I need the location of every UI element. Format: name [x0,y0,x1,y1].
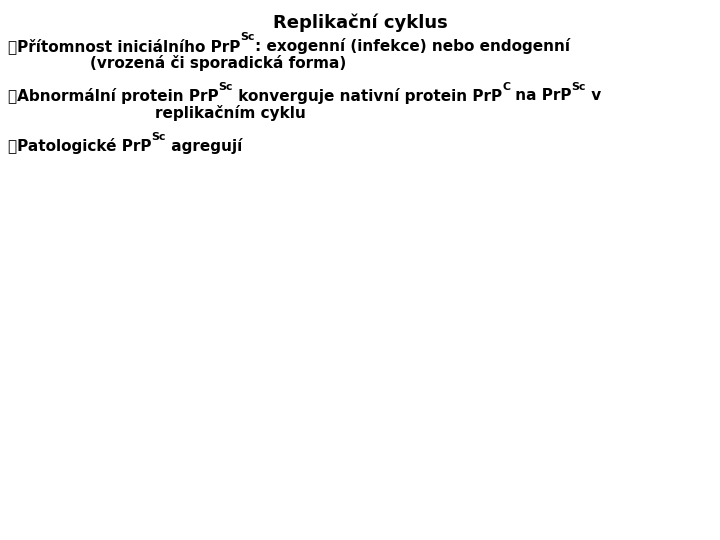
Text: C: C [502,82,510,92]
Text: Replikační cyklus: Replikační cyklus [273,14,447,32]
Text: na PrP: na PrP [510,88,572,103]
Text: ⟢Přítomnost iniciálního PrP: ⟢Přítomnost iniciálního PrP [8,38,240,54]
Text: konverguje nativní protein PrP: konverguje nativní protein PrP [233,88,502,104]
Text: agregují: agregují [166,138,242,154]
Text: Sc: Sc [151,132,166,142]
Text: Sc: Sc [219,82,233,92]
Text: ⟢Patologické PrP: ⟢Patologické PrP [8,138,151,154]
Text: Sc: Sc [572,82,586,92]
Text: : exogenní (infekce) nebo endogenní: : exogenní (infekce) nebo endogenní [255,38,570,54]
Text: (vrozená či sporadická forma): (vrozená či sporadická forma) [90,55,346,71]
Text: ⟢Abnormální protein PrP: ⟢Abnormální protein PrP [8,88,219,104]
Text: Sc: Sc [240,32,255,42]
Text: replikačním cyklu: replikačním cyklu [155,105,306,121]
Text: v: v [586,88,601,103]
